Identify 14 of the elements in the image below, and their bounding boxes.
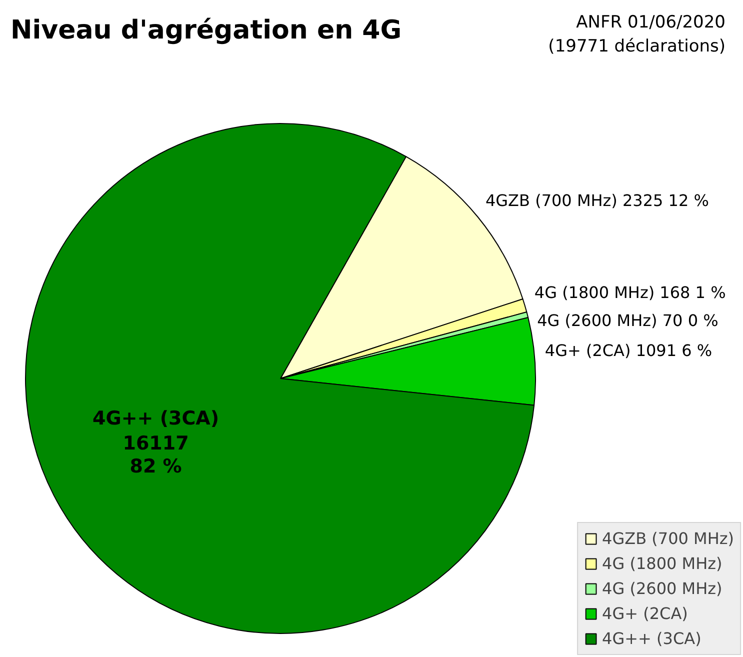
category-label: 4G+ (2CA) 1091 6 % [544,340,712,360]
legend-label: 4GZB (700 MHz) [602,529,734,548]
category-label: 4G (2600 MHz) 70 0 % [537,311,718,330]
chart-title: Niveau d'agrégation en 4G [10,16,402,46]
data-label: 16117 82 % [122,432,189,478]
legend-label: 4G (1800 MHz) [602,554,722,573]
legend-label: 4G+ (2CA) [602,604,688,623]
slice-label: 4G++ (3CA) [92,408,220,430]
text: ANFR 01/06/2020 [576,12,726,32]
text: (19771 déclarations) [548,36,726,56]
category-label: 4G (1800 MHz) 168 1 % [534,283,726,302]
category-label: 4GZB (700 MHz) 2325 12 % [485,191,709,210]
legend-label: 4G (2600 MHz) [602,579,722,598]
legend-label: 4G++ (3CA) [602,629,702,648]
